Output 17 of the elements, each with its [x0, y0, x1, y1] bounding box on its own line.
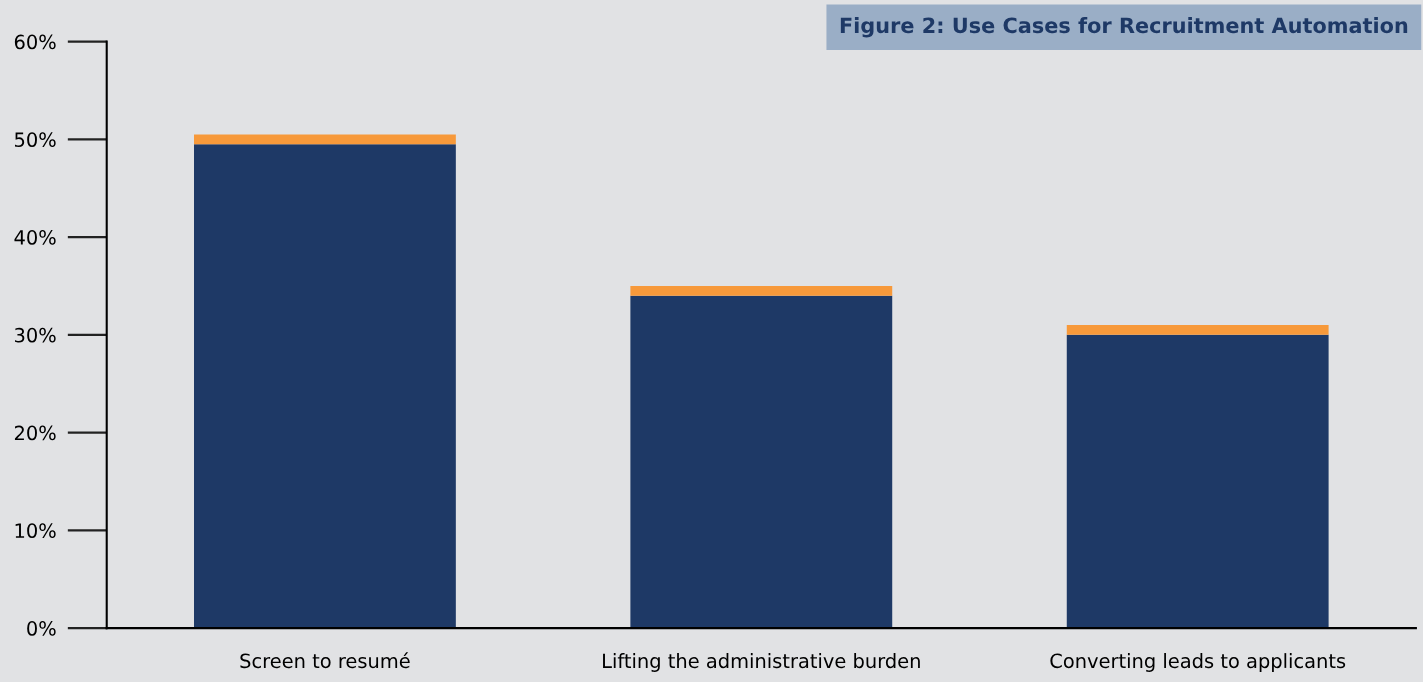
y-tick-label: 30% [14, 327, 56, 343]
y-tick-label: 0% [27, 621, 56, 636]
bar [1066, 325, 1329, 335]
x-tick-label: Lifting the administrative burden [603, 653, 920, 672]
y-tick-label: 50% [15, 132, 56, 148]
y-tick-label: 10% [15, 523, 56, 539]
x-tick-label: Screen to resumé [240, 652, 410, 669]
bar [630, 285, 893, 296]
y-tick-label: 20% [14, 425, 56, 441]
y-tick-label: 60% [14, 34, 56, 50]
y-tick-label: 40% [14, 230, 56, 245]
bar [630, 295, 893, 629]
chart-title: Figure 2: Use Cases for Recruitment Automation [840, 17, 1408, 38]
x-tick-label: Converting leads to applicants [1050, 653, 1346, 672]
bar [194, 134, 456, 145]
bar [1066, 334, 1329, 629]
bar [194, 144, 456, 629]
